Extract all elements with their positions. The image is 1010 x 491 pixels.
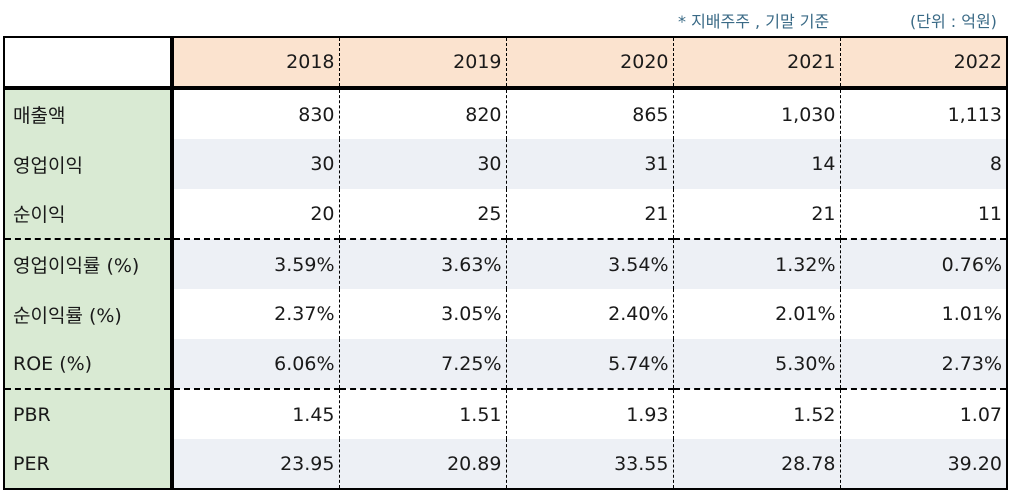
- table-row-net-income: 순이익 20 25 21 21 11: [3, 189, 1008, 239]
- year-header-row: 2018 2019 2020 2021 2022: [3, 36, 1008, 88]
- row-label: PBR: [3, 388, 174, 439]
- table-cell: 7.25%: [339, 339, 507, 389]
- table-cell: 39.20: [840, 439, 1008, 490]
- table-cell: 6.06%: [172, 339, 340, 389]
- table-cell: 28.78: [673, 439, 841, 490]
- year-header: 2020: [506, 36, 674, 88]
- basis-note: * 지배주주 , 기말 기준: [678, 12, 830, 31]
- table-cell: 5.30%: [673, 339, 841, 389]
- table-cell: 1,113: [840, 88, 1008, 139]
- table-cell: 1.52: [673, 388, 841, 439]
- table-cell: 1.01%: [840, 289, 1008, 339]
- table-cell: 820: [339, 88, 507, 139]
- financial-summary-table: 2018 2019 2020 2021 2022 매출액 830 820 865…: [3, 36, 1008, 490]
- table-cell: 830: [172, 88, 340, 139]
- table-cell: 1,030: [673, 88, 841, 139]
- table-row-revenue: 매출액 830 820 865 1,030 1,113: [3, 88, 1008, 139]
- table-cell: 8: [840, 139, 1008, 189]
- table-cell: 1.07: [840, 388, 1008, 439]
- row-label: 영업이익: [3, 139, 174, 189]
- table-cell: 0.76%: [840, 238, 1008, 289]
- year-header: 2022: [840, 36, 1008, 88]
- row-label: 순이익률 (%): [3, 289, 174, 339]
- table-note: * 지배주주 , 기말 기준 (단위 : 억원): [0, 8, 1010, 34]
- table-cell: 2.01%: [673, 289, 841, 339]
- table-cell: 14: [673, 139, 841, 189]
- row-label: PER: [3, 439, 174, 490]
- table-cell: 1.93: [506, 388, 674, 439]
- table-cell: 1.45: [172, 388, 340, 439]
- table-cell: 30: [339, 139, 507, 189]
- table-cell: 2.40%: [506, 289, 674, 339]
- table-cell: 2.73%: [840, 339, 1008, 389]
- table-cell: 3.05%: [339, 289, 507, 339]
- table-cell: 11: [840, 189, 1008, 239]
- table-row-operating-profit: 영업이익 30 30 31 14 8: [3, 139, 1008, 189]
- unit-note: (단위 : 억원): [910, 12, 997, 31]
- table-row-pbr: PBR 1.45 1.51 1.93 1.52 1.07: [3, 388, 1008, 439]
- table-cell: 1.32%: [673, 238, 841, 289]
- table-cell: 25: [339, 189, 507, 239]
- corner-cell: [3, 36, 174, 88]
- year-header: 2019: [339, 36, 507, 88]
- table-cell: 21: [673, 189, 841, 239]
- table-cell: 21: [506, 189, 674, 239]
- year-header: 2018: [172, 36, 340, 88]
- year-header: 2021: [673, 36, 841, 88]
- table-cell: 3.63%: [339, 238, 507, 289]
- row-label: 영업이익률 (%): [3, 238, 174, 289]
- table-row-roe: ROE (%) 6.06% 7.25% 5.74% 5.30% 2.73%: [3, 339, 1008, 389]
- table-cell: 20: [172, 189, 340, 239]
- table-cell: 5.74%: [506, 339, 674, 389]
- table-row-operating-margin: 영업이익률 (%) 3.59% 3.63% 3.54% 1.32% 0.76%: [3, 238, 1008, 289]
- row-label: ROE (%): [3, 339, 174, 389]
- table-cell: 31: [506, 139, 674, 189]
- row-label: 매출액: [3, 88, 174, 139]
- row-label: 순이익: [3, 189, 174, 239]
- table-cell: 3.59%: [172, 238, 340, 289]
- table-cell: 30: [172, 139, 340, 189]
- table-cell: 33.55: [506, 439, 674, 490]
- table-cell: 3.54%: [506, 238, 674, 289]
- table-cell: 865: [506, 88, 674, 139]
- table-cell: 20.89: [339, 439, 507, 490]
- table-row-per: PER 23.95 20.89 33.55 28.78 39.20: [3, 439, 1008, 490]
- table-cell: 23.95: [172, 439, 340, 490]
- table-cell: 2.37%: [172, 289, 340, 339]
- table-row-net-margin: 순이익률 (%) 2.37% 3.05% 2.40% 2.01% 1.01%: [3, 289, 1008, 339]
- table-cell: 1.51: [339, 388, 507, 439]
